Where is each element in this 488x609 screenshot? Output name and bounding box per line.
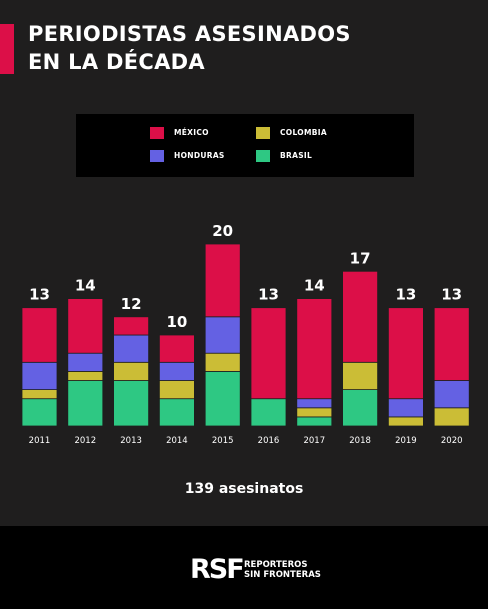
bar-mexico-2014 <box>158 334 195 363</box>
x-tick-label-2015: 2015 <box>212 436 234 446</box>
bar-honduras-2011 <box>21 361 58 391</box>
bar-honduras-2019 <box>387 398 424 418</box>
rsf-logo-mark: RSF <box>190 554 245 585</box>
x-tick-label-2020: 2020 <box>441 436 463 446</box>
bar-brasil-2011 <box>21 398 58 427</box>
bar-total-label-2020: 13 <box>441 286 462 304</box>
bar-honduras-2020 <box>433 380 470 409</box>
bar-colombia-2018 <box>342 361 379 391</box>
bar-total-label-2017: 14 <box>304 277 325 295</box>
title-accent-bar <box>0 24 14 74</box>
bar-total-label-2018: 17 <box>350 249 371 267</box>
bar-total-label-2011: 13 <box>29 286 50 304</box>
bar-colombia-2011 <box>21 389 58 400</box>
x-tick-label-2017: 2017 <box>303 436 325 446</box>
legend-swatch-honduras <box>150 150 164 162</box>
legend-label-brasil: BRASIL <box>280 151 313 160</box>
bar-mexico-2019 <box>387 307 424 400</box>
rsf-logo-text: REPORTEROS SIN FRONTERAS <box>244 560 321 580</box>
bar-honduras-2012 <box>67 352 104 372</box>
rsf-logo-line-1: REPORTEROS <box>244 560 308 570</box>
x-tick-label-2012: 2012 <box>74 436 96 446</box>
bar-brasil-2017 <box>296 416 333 427</box>
bar-mexico-2012 <box>67 298 104 354</box>
stacked-bar-chart: 13 2011 14 2012 12 2013 10 2014 20 2015 13 2016 14 20… <box>21 222 470 446</box>
legend-label-colombia: COLOMBIA <box>280 128 327 137</box>
bar-brasil-2014 <box>158 398 195 427</box>
bar-mexico-2013 <box>113 316 149 336</box>
page-title: PERIODISTAS ASESINADOS EN LA DÉCADA <box>28 20 351 76</box>
legend-label-mexico: MÉXICO <box>174 128 209 137</box>
bar-colombia-2015 <box>204 352 241 372</box>
title-line-1: PERIODISTAS ASESINADOS <box>28 22 351 46</box>
bar-honduras-2013 <box>113 334 149 363</box>
title-line-2: EN LA DÉCADA <box>28 50 205 74</box>
bar-honduras-2015 <box>204 316 241 354</box>
bar-mexico-2018 <box>342 270 379 363</box>
bar-mexico-2011 <box>21 307 58 363</box>
x-tick-label-2013: 2013 <box>120 436 142 446</box>
x-tick-label-2016: 2016 <box>258 436 280 446</box>
bar-brasil-2018 <box>342 389 379 427</box>
bar-colombia-2013 <box>113 361 149 381</box>
x-tick-label-2014: 2014 <box>166 436 188 446</box>
bar-mexico-2020 <box>433 307 470 381</box>
bar-honduras-2014 <box>158 361 195 381</box>
bar-colombia-2014 <box>158 380 195 400</box>
bar-total-label-2013: 12 <box>121 295 142 313</box>
legend-swatch-colombia <box>256 127 270 139</box>
bar-mexico-2015 <box>204 243 241 318</box>
bar-total-label-2019: 13 <box>395 286 416 304</box>
bar-brasil-2015 <box>204 370 241 427</box>
bar-total-label-2012: 14 <box>75 277 96 295</box>
bar-colombia-2012 <box>67 370 104 381</box>
bar-colombia-2019 <box>387 416 424 427</box>
bar-colombia-2017 <box>296 407 333 418</box>
bar-total-label-2015: 20 <box>212 222 233 240</box>
bar-brasil-2012 <box>67 380 104 427</box>
legend-swatch-brasil <box>256 150 270 162</box>
rsf-logo-line-2: SIN FRONTERAS <box>244 570 321 580</box>
x-tick-label-2019: 2019 <box>395 436 417 446</box>
x-tick-label-2011: 2011 <box>29 436 51 446</box>
bar-honduras-2017 <box>296 398 333 409</box>
bar-brasil-2013 <box>113 380 149 427</box>
bar-mexico-2016 <box>250 307 287 400</box>
legend-swatch-mexico <box>150 127 164 139</box>
legend-label-honduras: HONDURAS <box>174 151 225 160</box>
chart-legend: MÉXICO COLOMBIA HONDURAS BRASIL <box>76 114 414 177</box>
bar-colombia-2020 <box>433 407 470 427</box>
bar-brasil-2016 <box>250 398 287 427</box>
total-killed-label: 139 asesinatos <box>184 481 304 497</box>
x-tick-label-2018: 2018 <box>349 436 371 446</box>
bar-total-label-2016: 13 <box>258 286 279 304</box>
infographic-panel: PERIODISTAS ASESINADOS EN LA DÉCADA MÉXI… <box>0 0 488 526</box>
bar-total-label-2014: 10 <box>166 313 187 331</box>
bar-mexico-2017 <box>296 298 333 400</box>
